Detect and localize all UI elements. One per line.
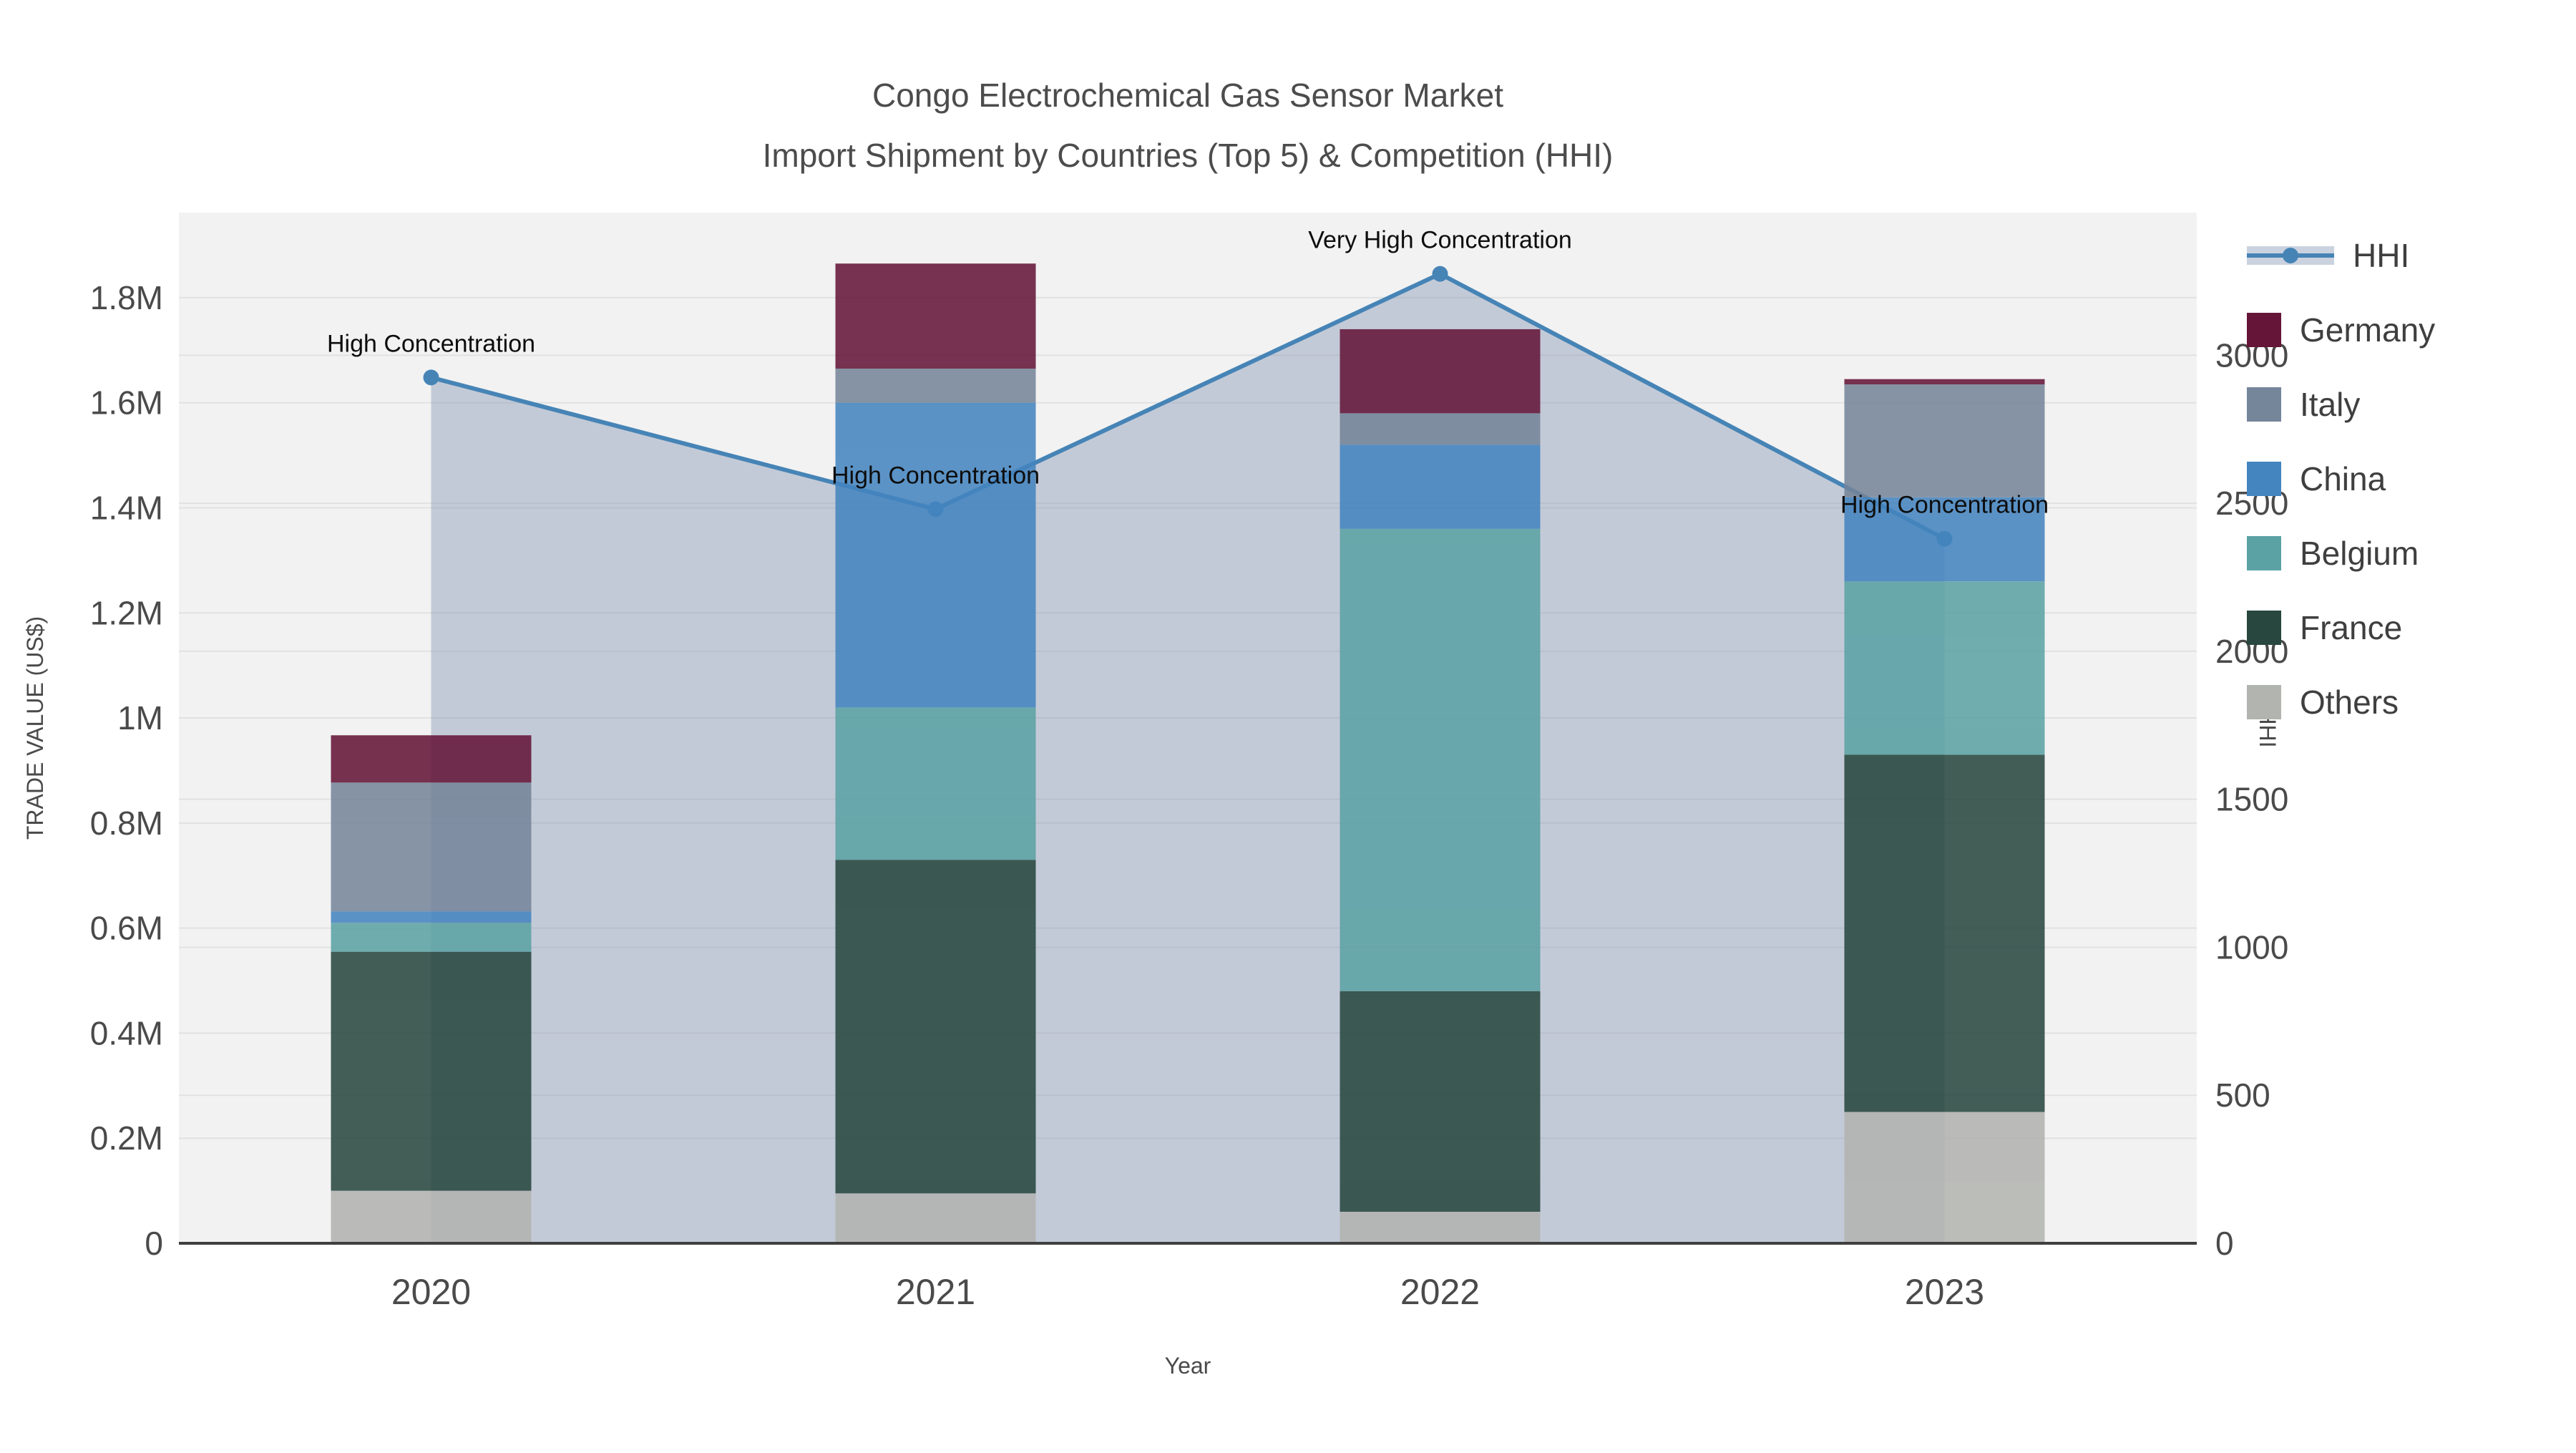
hhi-marker-2020[interactable] <box>423 369 439 386</box>
x-axis-tick-labels: 2020 2021 2022 2023 <box>391 1272 1984 1312</box>
bar-segment-Germany-2023[interactable] <box>1844 379 2045 384</box>
bar-2021[interactable] <box>835 263 1036 1243</box>
hhi-line[interactable] <box>430 271 1946 541</box>
bar-segment-Belgium-2022[interactable] <box>1340 528 1541 991</box>
bar-segment-France-2022[interactable] <box>1340 991 1541 1212</box>
legend-swatch-icon <box>2247 611 2281 645</box>
legend-label: Others <box>2300 684 2399 721</box>
bar-segment-France-2021[interactable] <box>835 860 1036 1194</box>
annotation-2022: Very High Concentration <box>1308 227 1572 254</box>
svg-text:1.4M: 1.4M <box>90 489 163 526</box>
bar-segment-Others-2023[interactable] <box>1844 1112 2045 1243</box>
chart-title-line2: Import Shipment by Countries (Top 5) & C… <box>762 137 1614 174</box>
bar-segment-France-2023[interactable] <box>1844 754 2045 1112</box>
bar-segment-Germany-2020[interactable] <box>331 735 532 783</box>
svg-text:500: 500 <box>2215 1077 2270 1114</box>
svg-text:0.4M: 0.4M <box>90 1014 163 1051</box>
svg-text:1500: 1500 <box>2215 781 2288 818</box>
svg-text:2021: 2021 <box>896 1272 975 1312</box>
bar-segment-Italy-2022[interactable] <box>1340 413 1541 445</box>
legend-swatch-icon <box>2247 313 2281 347</box>
legend-swatch-icon <box>2247 462 2281 496</box>
annotation-2021: High Concentration <box>831 462 1040 489</box>
svg-text:1.8M: 1.8M <box>90 279 163 316</box>
svg-text:2022: 2022 <box>1400 1272 1480 1312</box>
svg-text:2020: 2020 <box>391 1272 471 1312</box>
annotation-2023: High Concentration <box>1840 492 2049 519</box>
bar-segment-Belgium-2021[interactable] <box>835 707 1036 860</box>
bar-2022[interactable] <box>1340 329 1541 1243</box>
chart-title-line1: Congo Electrochemical Gas Sensor Market <box>872 77 1504 114</box>
svg-text:1.2M: 1.2M <box>90 594 163 631</box>
bar-segment-Others-2022[interactable] <box>1340 1211 1541 1243</box>
svg-text:0: 0 <box>145 1225 163 1262</box>
legend-item-italy[interactable]: Italy <box>2247 385 2435 424</box>
hhi-area-fill <box>431 273 1945 1244</box>
legend-swatch-icon <box>2247 685 2281 719</box>
bar-segment-Italy-2023[interactable] <box>1844 384 2045 497</box>
legend-label: France <box>2300 609 2403 646</box>
bar-segment-China-2022[interactable] <box>1340 444 1541 529</box>
legend-swatch-icon <box>2247 387 2281 422</box>
bar-segment-Others-2021[interactable] <box>835 1193 1036 1243</box>
bar-segment-Others-2020[interactable] <box>331 1190 532 1243</box>
svg-text:0.6M: 0.6M <box>90 910 163 947</box>
bar-segment-China-2021[interactable] <box>835 402 1036 708</box>
bar-segment-Germany-2021[interactable] <box>835 263 1036 369</box>
chart-legend: HHI Germany Italy China Belgium France Others <box>2247 236 2435 721</box>
bar-segment-China-2023[interactable] <box>1844 497 2045 582</box>
legend-label: Belgium <box>2300 535 2419 572</box>
legend-label: Germany <box>2300 311 2436 349</box>
bar-segment-Italy-2020[interactable] <box>331 782 532 912</box>
svg-text:0: 0 <box>2215 1225 2234 1262</box>
svg-text:0.8M: 0.8M <box>90 805 163 842</box>
x-axis-title: Year <box>1165 1353 1211 1379</box>
bar-2020[interactable] <box>331 735 532 1243</box>
bar-segment-Italy-2021[interactable] <box>835 368 1036 403</box>
legend-swatch-icon <box>2247 536 2281 570</box>
bars <box>331 263 2045 1243</box>
bar-segment-Belgium-2020[interactable] <box>331 923 532 952</box>
bar-segment-China-2020[interactable] <box>331 911 532 923</box>
y-axis-tick-labels: 0 0.2M 0.4M 0.6M 0.8M 1M 1.2M 1.4M 1.6M 1.8M <box>90 279 163 1262</box>
legend-hhi-line-swatch-icon <box>2247 238 2334 273</box>
hhi-marker-2022[interactable] <box>1432 266 1448 282</box>
annotation-2020: High Concentration <box>327 330 535 357</box>
bar-2023[interactable] <box>1844 379 2045 1243</box>
legend-item-others[interactable]: Others <box>2247 683 2435 721</box>
svg-text:1.6M: 1.6M <box>90 384 163 422</box>
legend-item-belgium[interactable]: Belgium <box>2247 534 2435 573</box>
legend-item-germany[interactable]: Germany <box>2247 311 2435 349</box>
hhi-annotations: High Concentration High Concentration Very… <box>327 227 2049 519</box>
svg-text:1000: 1000 <box>2215 928 2288 966</box>
y-axis-title: TRADE VALUE (US$) <box>22 616 48 840</box>
legend-item-china[interactable]: China <box>2247 460 2435 498</box>
svg-text:2023: 2023 <box>1905 1272 1984 1312</box>
legend-label: HHI <box>2353 237 2410 274</box>
svg-text:0.2M: 0.2M <box>90 1119 163 1157</box>
bar-segment-Belgium-2023[interactable] <box>1844 581 2045 755</box>
svg-text:1M: 1M <box>117 699 163 737</box>
legend-label: Italy <box>2300 386 2361 423</box>
bar-segment-Germany-2022[interactable] <box>1340 329 1541 414</box>
legend-label: China <box>2300 460 2386 497</box>
bar-segment-France-2020[interactable] <box>331 951 532 1191</box>
legend-item-hhi[interactable]: HHI <box>2247 236 2435 275</box>
legend-item-france[interactable]: France <box>2247 608 2435 647</box>
